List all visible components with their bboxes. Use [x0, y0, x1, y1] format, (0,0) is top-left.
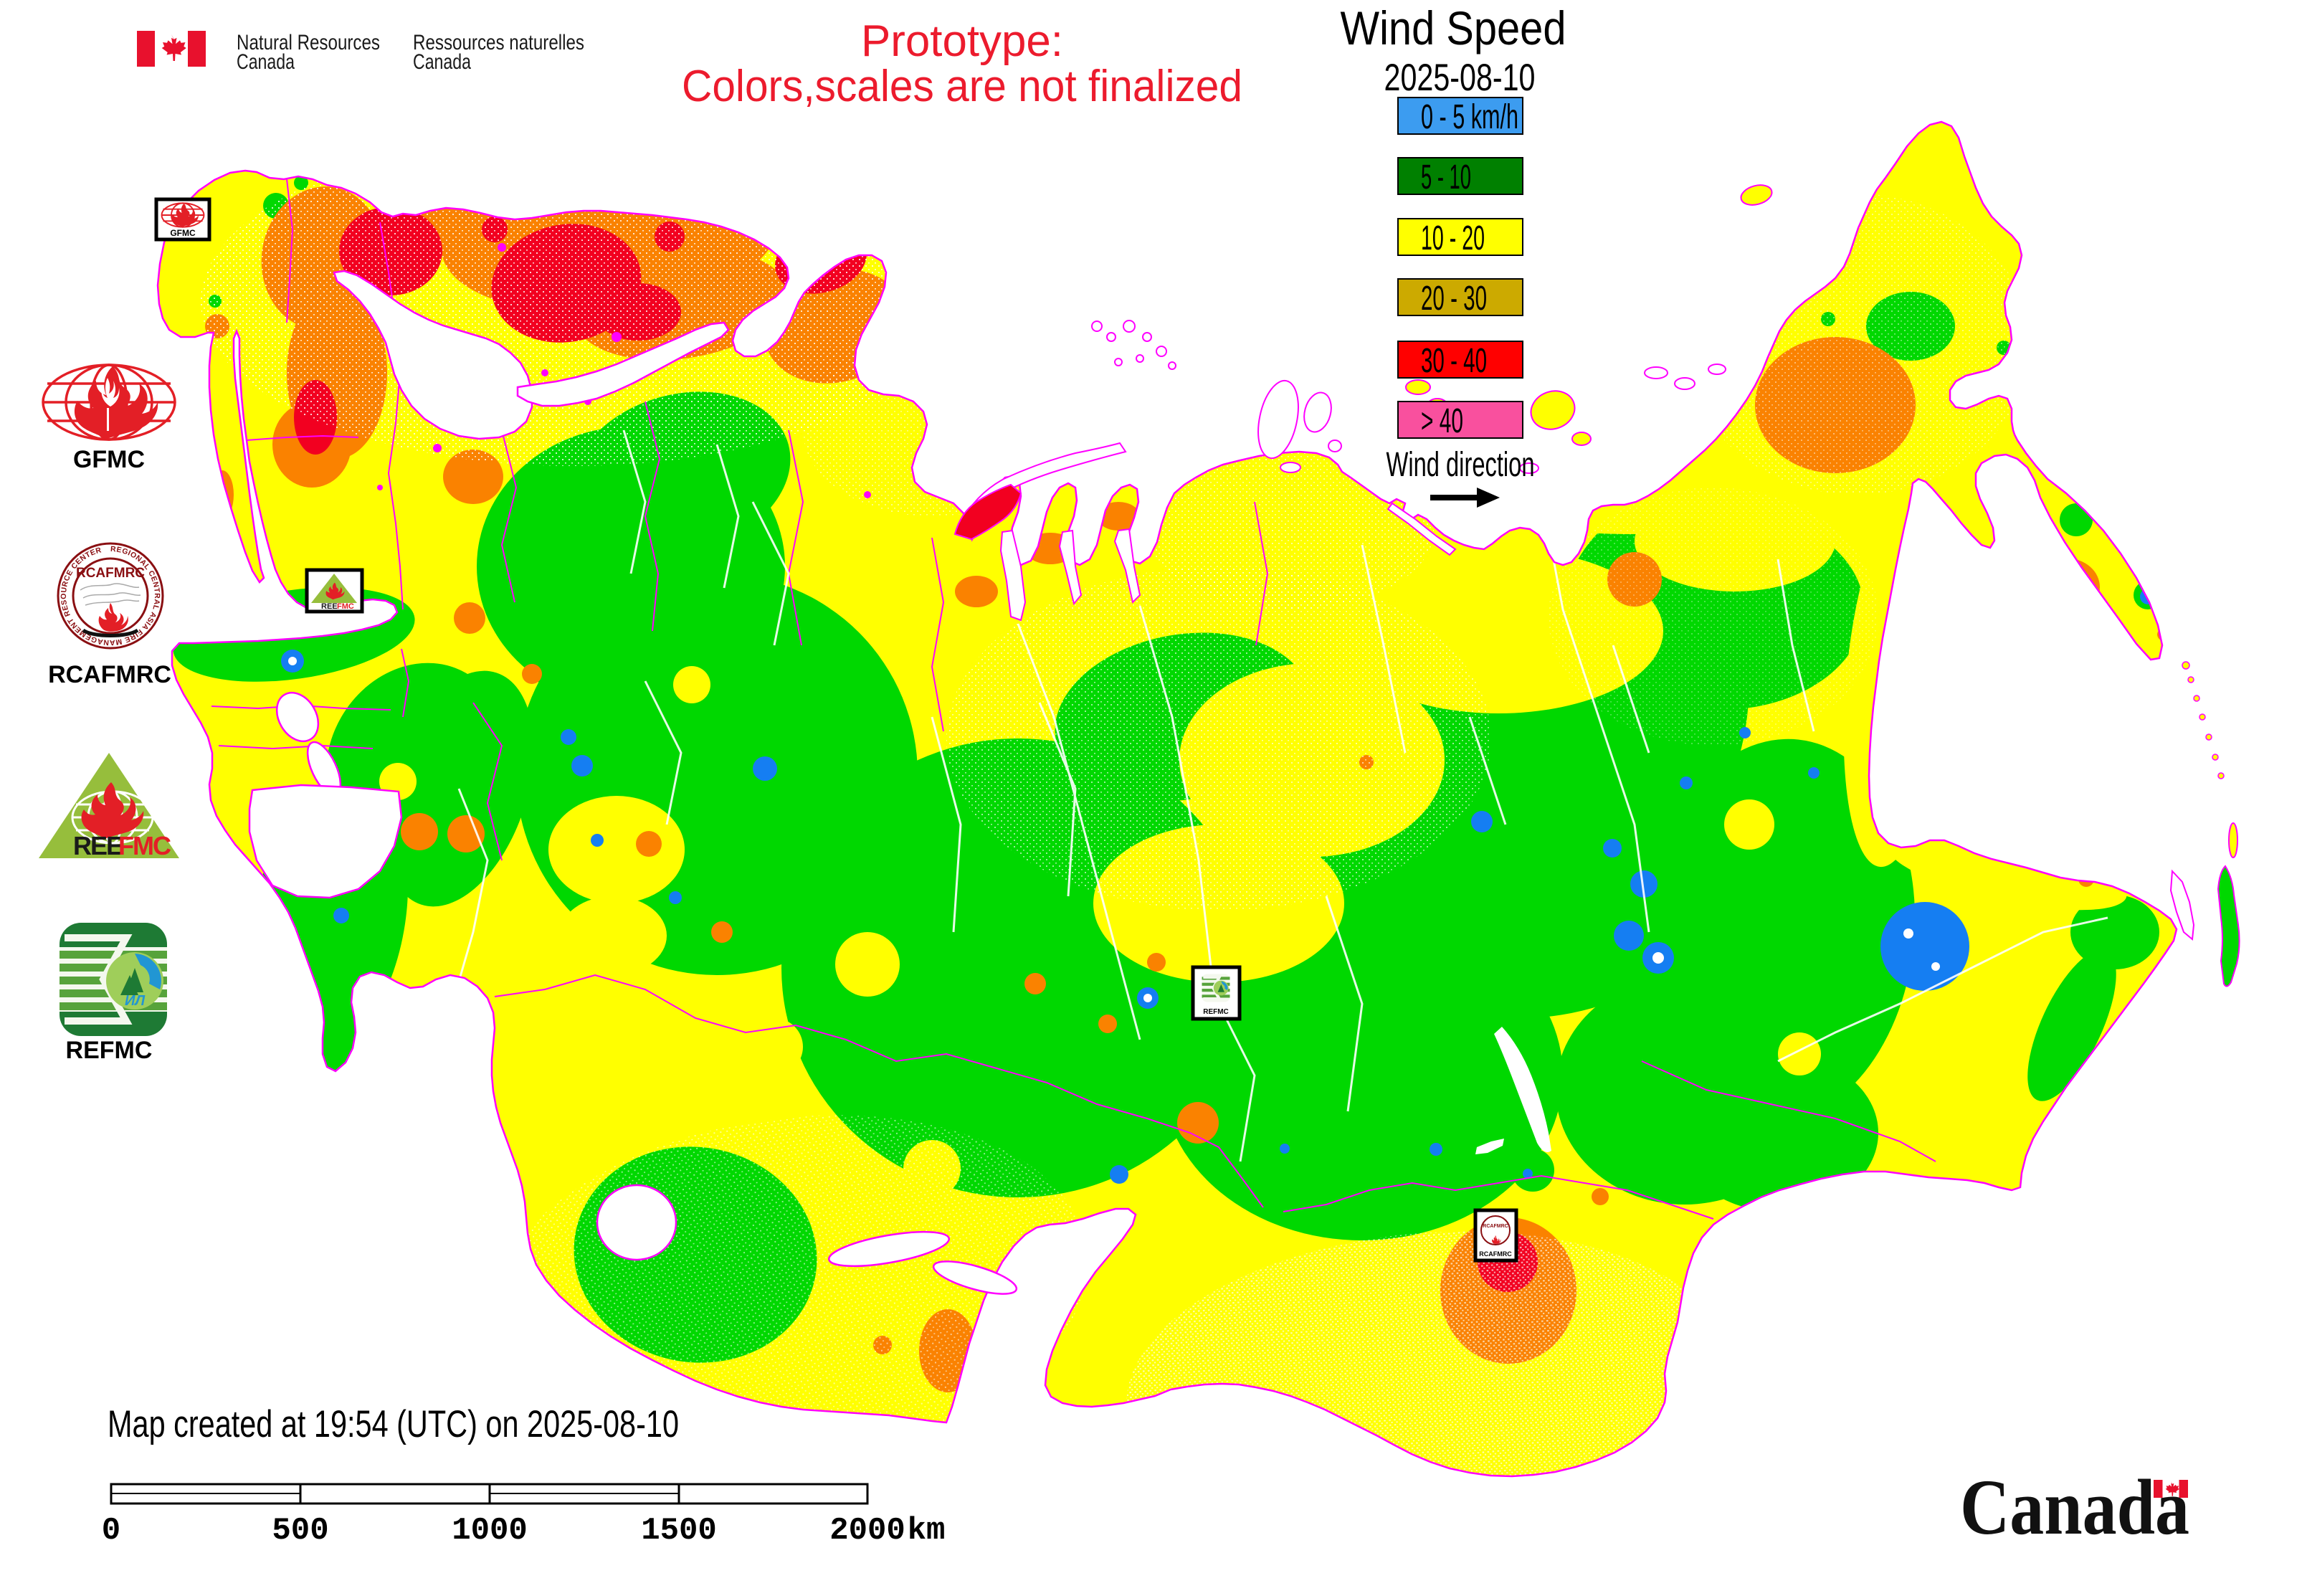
svg-text:Ressources naturelles: Ressources naturelles — [413, 31, 584, 54]
svg-text:5 - 10: 5 - 10 — [1421, 158, 1471, 196]
svg-text:REFMC: REFMC — [66, 1037, 153, 1064]
svg-text:GFMC: GFMC — [73, 446, 145, 473]
svg-text:REE: REE — [73, 831, 123, 860]
svg-text:Canada: Canada — [413, 50, 471, 74]
svg-text:30 - 40: 30 - 40 — [1421, 342, 1487, 380]
svg-text:FMC: FMC — [337, 602, 354, 611]
svg-text:2025-08-10: 2025-08-10 — [1384, 57, 1536, 99]
svg-text:500: 500 — [272, 1513, 328, 1549]
svg-text:Map created at 19:54 (UTC) on: Map created at 19:54 (UTC) on 2025-08-10 — [108, 1403, 679, 1445]
svg-text:FMC: FMC — [118, 831, 171, 860]
svg-text:1500: 1500 — [641, 1513, 717, 1549]
svg-text:Canada: Canada — [237, 50, 295, 74]
svg-text:10 - 20: 10 - 20 — [1421, 219, 1485, 257]
svg-text:RCAFMRC: RCAFMRC — [48, 661, 171, 688]
svg-text:Natural Resources: Natural Resources — [237, 31, 380, 54]
svg-text:GFMC: GFMC — [170, 228, 196, 238]
svg-text:> 40: > 40 — [1421, 402, 1463, 440]
svg-text:RCAFMRC: RCAFMRC — [1479, 1250, 1512, 1258]
svg-text:0: 0 — [102, 1513, 120, 1549]
svg-text:km: km — [908, 1513, 946, 1549]
svg-text:ИЛ: ИЛ — [125, 993, 146, 1009]
svg-text:Wind Speed: Wind Speed — [1341, 1, 1566, 54]
svg-text:Wind direction: Wind direction — [1387, 446, 1535, 484]
svg-text:RCAFMRC: RCAFMRC — [1483, 1224, 1508, 1229]
svg-text:2000: 2000 — [829, 1513, 905, 1549]
svg-text:Prototype:: Prototype: — [861, 16, 1063, 66]
svg-text:RCAFMRC: RCAFMRC — [76, 566, 145, 581]
svg-text:Canada: Canada — [1960, 1463, 2189, 1551]
svg-text:1000: 1000 — [452, 1513, 528, 1549]
svg-text:Colors,scales are not finalize: Colors,scales are not finalized — [682, 62, 1242, 111]
svg-text:0 - 5 km/h: 0 - 5 km/h — [1421, 98, 1518, 136]
svg-text:20 - 30: 20 - 30 — [1421, 280, 1487, 318]
svg-text:REE: REE — [321, 602, 338, 611]
svg-text:REFMC: REFMC — [1203, 1008, 1229, 1016]
